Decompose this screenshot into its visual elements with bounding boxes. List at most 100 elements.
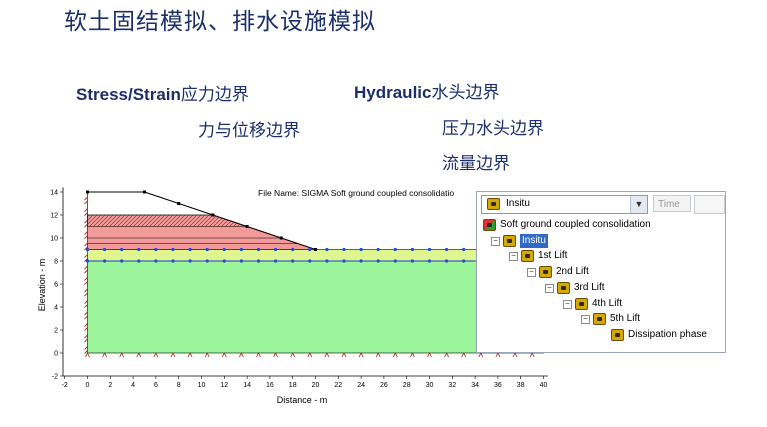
bottom-boundary-symbol [119, 352, 125, 358]
y-tick-label: 14 [50, 190, 58, 197]
x-tick-label: 8 [177, 382, 181, 389]
tree-collapse-icon[interactable]: − [509, 252, 518, 262]
tree-collapse-icon[interactable]: − [491, 236, 500, 246]
tree-item[interactable]: Dissipation phase [477, 328, 717, 342]
file-name-label: File Name: SIGMA Soft ground coupled con… [258, 188, 454, 198]
drain-node-bottom [171, 259, 175, 263]
tree-collapse-icon[interactable]: − [545, 283, 554, 293]
bottom-boundary-symbol [85, 352, 90, 358]
x-tick-label: 38 [517, 382, 525, 389]
embankment-slope-line [212, 214, 248, 227]
hydraulic-label-cn: 水头边界 [431, 83, 500, 103]
tree-item-label: 3rd Lift [574, 281, 605, 293]
drain-node-top [188, 247, 192, 252]
tree-collapse-icon[interactable]: − [563, 299, 572, 309]
x-tick-label: 4 [131, 382, 135, 389]
x-tick-label: 16 [266, 382, 274, 389]
drain-node-bottom [274, 259, 278, 263]
embankment-slope-line [144, 191, 179, 204]
bottom-boundary-symbol [324, 352, 330, 358]
x-tick-label: 30 [426, 382, 434, 389]
tree-item[interactable]: Soft ground coupled consolidation [477, 218, 717, 232]
left-boundary-symbol [84, 231, 88, 239]
x-tick-label: 14 [243, 382, 251, 389]
x-tick-label: 22 [334, 382, 342, 389]
left-boundary-symbol [84, 196, 88, 205]
tree-item[interactable]: − Insitu [477, 233, 717, 248]
project-icon [483, 219, 496, 231]
tree-item[interactable]: − 1st Lift [477, 249, 717, 263]
bottom-boundary-symbol [221, 352, 227, 358]
x-tick-label: -2 [62, 382, 68, 389]
drain-node-bottom [308, 259, 312, 263]
bottom-boundary-symbol [239, 352, 244, 358]
tree-item-label: Insitu [520, 233, 548, 248]
x-tick-label: 0 [86, 382, 90, 389]
drain-node-bottom [205, 259, 209, 263]
embankment-slope-line [246, 226, 282, 239]
drain-node-top [274, 247, 278, 252]
drain-node-bottom [154, 259, 158, 263]
drain-node-top [462, 247, 466, 252]
tree-collapse-icon[interactable]: − [527, 268, 536, 278]
tree-item-label: 1st Lift [538, 250, 568, 262]
bottom-boundary-symbol [358, 352, 364, 358]
drain-node-bottom [188, 259, 192, 263]
drain-node-bottom [427, 259, 432, 263]
x-tick-label: 32 [448, 382, 456, 389]
tree-item[interactable]: − 4th Lift [477, 297, 717, 311]
bottom-boundary-symbol [375, 352, 381, 358]
drain-node-top [308, 247, 312, 252]
left-boundary-symbol [84, 346, 88, 354]
bottom-boundary-symbol [461, 352, 467, 358]
analysis-icon [557, 281, 570, 294]
drain-node-bottom [120, 259, 124, 263]
stress-boundary-label: Stress/Strain应力边界 [76, 80, 249, 105]
drain-node-bottom [85, 259, 90, 263]
analysis-icon [521, 250, 534, 263]
x-tick-label: 6 [154, 382, 158, 389]
bottom-boundary-symbol [153, 352, 159, 358]
tree-item-label: Soft ground coupled consolidation [500, 219, 651, 230]
bottom-boundary-symbol [529, 352, 535, 358]
bottom-boundary-symbol [444, 352, 449, 358]
drain-node-bottom [137, 259, 141, 263]
bottom-boundary-symbol [187, 352, 193, 358]
hydraulic-label-en: Hydraulic [354, 83, 432, 102]
bottom-boundary-symbol [307, 352, 313, 358]
drain-node-bottom [376, 259, 380, 263]
left-boundary-symbol [84, 334, 88, 343]
left-boundary-symbol [84, 300, 88, 308]
y-tick-label: 10 [50, 236, 58, 243]
tree-item[interactable]: − 2nd Lift [477, 265, 717, 279]
bottom-boundary-symbol [427, 352, 432, 358]
time-field[interactable] [694, 195, 725, 214]
x-axis-label: Distance - m [277, 395, 328, 405]
left-boundary-symbol [84, 265, 88, 274]
slope-vertex [314, 248, 317, 251]
analysis-combo[interactable]: Insitu ▼ [481, 195, 648, 214]
analysis-icon [539, 266, 552, 279]
tree-item[interactable]: − 5th Lift [477, 312, 717, 326]
hydraulic-boundary-label: Hydraulic水头边界 [354, 78, 499, 103]
chevron-down-icon[interactable]: ▼ [630, 196, 647, 213]
tree-item[interactable]: − 3rd Lift [477, 281, 717, 295]
drain-node-bottom [222, 259, 226, 263]
y-tick-label: 4 [54, 305, 58, 312]
drain-node-top [222, 247, 226, 252]
tree-collapse-icon[interactable]: − [581, 315, 590, 325]
tree-item-label: 2nd Lift [556, 266, 589, 278]
foundation-region [87, 260, 544, 354]
tree-item-label: 5th Lift [610, 313, 641, 325]
drain-node-bottom [256, 259, 261, 263]
x-tick-label: 10 [198, 382, 206, 389]
tree-item-label: Dissipation phase [628, 328, 707, 340]
x-tick-label: 40 [540, 382, 548, 389]
drain-node-bottom [103, 259, 107, 263]
y-axis-label: Elevation - m [37, 259, 47, 312]
drain-node-top [342, 247, 346, 252]
y-tick-label: 12 [50, 213, 58, 220]
page-title: 软土固结模拟、排水设施模拟 [64, 9, 376, 35]
bottom-boundary-symbol [273, 352, 278, 358]
drain-node-top [256, 247, 261, 252]
